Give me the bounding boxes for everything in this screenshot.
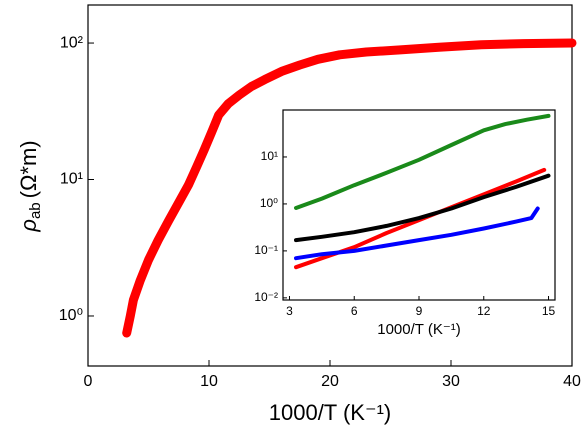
series-line (122, 38, 577, 338)
inset-y-tick-label: 10⁻¹ (254, 243, 278, 257)
y-tick-label: 10² (60, 34, 84, 51)
inset-y-tick-label: 10⁰ (260, 196, 278, 210)
inset-x-tick-label: 15 (542, 304, 556, 318)
inset-x-tick-label: 3 (286, 304, 293, 318)
inset-plot: 3 6 9 12 15 10⁻² 10⁻¹ 10⁰ 10¹ 1000/T (K⁻¹) (254, 109, 556, 338)
y-label-subscript: ab (27, 202, 44, 219)
y-tick-label: 10⁰ (59, 307, 83, 324)
x-tick-label: 0 (84, 373, 93, 390)
inset-x-tick-label: 12 (477, 304, 491, 318)
x-axis-label: 1000/T (K⁻¹) (269, 400, 391, 425)
inset-x-tick-label: 6 (351, 304, 358, 318)
inset-x-tick-label: 9 (416, 304, 423, 318)
inset-y-tick-label: 10⁻² (254, 290, 278, 304)
inset-plot-frame (282, 109, 556, 301)
inset-series-line (294, 206, 540, 261)
inset-series-line (294, 173, 551, 243)
inset-series-line (294, 113, 551, 210)
y-axis-label: ρab (Ω*m) (16, 140, 44, 232)
x-tick-label: 30 (442, 373, 460, 390)
x-tick-label: 40 (563, 373, 581, 390)
inset-y-tick-label: 10¹ (261, 149, 278, 163)
y-tick-label: 10¹ (60, 171, 83, 188)
x-tick-label: 10 (200, 373, 218, 390)
inset-x-axis-label: 1000/T (K⁻¹) (377, 321, 461, 338)
y-label-unit: (Ω*m) (16, 140, 41, 198)
y-label-symbol: ρ (16, 219, 41, 233)
x-tick-label: 20 (321, 373, 339, 390)
